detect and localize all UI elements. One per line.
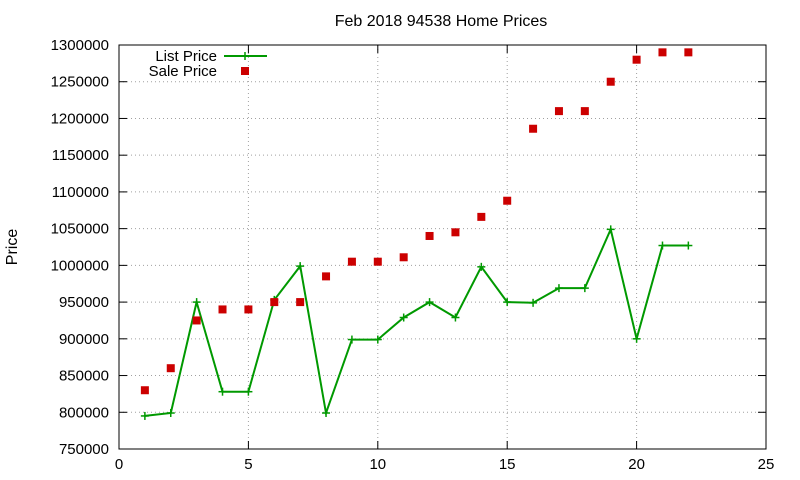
sale-price-point (192, 316, 201, 325)
list-price-point (322, 409, 331, 418)
list-price-point (347, 335, 356, 344)
list-price-point (166, 409, 175, 418)
y-tick-label: 950000 (59, 294, 109, 311)
sale-price-point (503, 196, 512, 205)
list-price-point (503, 298, 512, 307)
x-tick-label: 0 (115, 456, 123, 473)
x-tick-label: 25 (758, 456, 775, 473)
grid-lines (119, 45, 766, 449)
sale-price-point (244, 305, 253, 314)
legend-marker-sale-price (241, 67, 249, 75)
y-tick-label: 1100000 (52, 184, 109, 201)
x-tick-label: 10 (369, 456, 386, 473)
sale-price-point (606, 77, 615, 86)
sale-price-point (140, 386, 149, 395)
legend-label-list-price: List Price (155, 48, 217, 65)
x-tick-label: 20 (628, 456, 645, 473)
legend: List Price Sale Price (149, 48, 267, 80)
sale-price-point (347, 257, 356, 266)
axis-ticks: 0 5 10 15 20 25 750000 800000 850000 900000 950000… (51, 37, 775, 473)
legend-marker-list-price (241, 52, 249, 60)
sale-price-point (373, 257, 382, 266)
y-tick-label: 850000 (59, 368, 109, 385)
y-tick-label: 750000 (59, 441, 109, 458)
list-price-point (140, 411, 149, 420)
sale-price-point (218, 305, 227, 314)
sale-price-point (658, 48, 667, 57)
list-price-point (606, 225, 615, 234)
list-price-line (144, 226, 689, 417)
list-price-point (477, 262, 486, 271)
y-axis-label: Price (4, 229, 21, 266)
list-price-point (192, 298, 201, 307)
sale-price-point (322, 272, 331, 281)
y-tick-label: 1050000 (51, 221, 109, 238)
sale-price-point (477, 212, 486, 221)
list-price-point (632, 334, 641, 343)
sale-price-point (529, 124, 538, 133)
list-price-point (218, 387, 227, 396)
chart-title: Feb 2018 94538 Home Prices (335, 13, 548, 30)
sale-price-point (580, 107, 589, 116)
y-tick-label: 1000000 (51, 257, 109, 274)
list-price-point (373, 335, 382, 344)
list-price-point (529, 298, 538, 307)
y-tick-label: 1300000 (51, 37, 109, 54)
legend-label-sale-price: Sale Price (149, 63, 217, 80)
list-price-point (244, 387, 253, 396)
y-tick-label: 1150000 (52, 147, 109, 164)
sale-price-point (166, 364, 175, 373)
sale-price-point (451, 228, 460, 237)
x-tick-label: 15 (499, 456, 516, 473)
y-tick-label: 1200000 (51, 110, 109, 127)
plot-frame (118, 44, 767, 450)
sale-price-point (632, 55, 641, 64)
list-price-point (425, 298, 434, 307)
list-price-point (580, 284, 589, 293)
sale-price-point (425, 231, 434, 240)
series-layer (140, 48, 693, 420)
sale-price-point (554, 107, 563, 116)
list-price-point (399, 313, 408, 322)
y-tick-label: 800000 (59, 404, 109, 421)
sale-price-point (399, 253, 408, 262)
y-tick-label: 900000 (59, 331, 109, 348)
list-price-point (451, 313, 460, 322)
list-price-point (658, 241, 667, 250)
list-price-point (296, 262, 305, 271)
sale-price-point (684, 48, 693, 57)
sale-price-point (270, 298, 279, 307)
sale-price-point (296, 298, 305, 307)
list-price-point (684, 241, 693, 250)
x-tick-label: 5 (244, 456, 252, 473)
list-price-point (554, 284, 563, 293)
y-tick-label: 1250000 (51, 74, 109, 91)
